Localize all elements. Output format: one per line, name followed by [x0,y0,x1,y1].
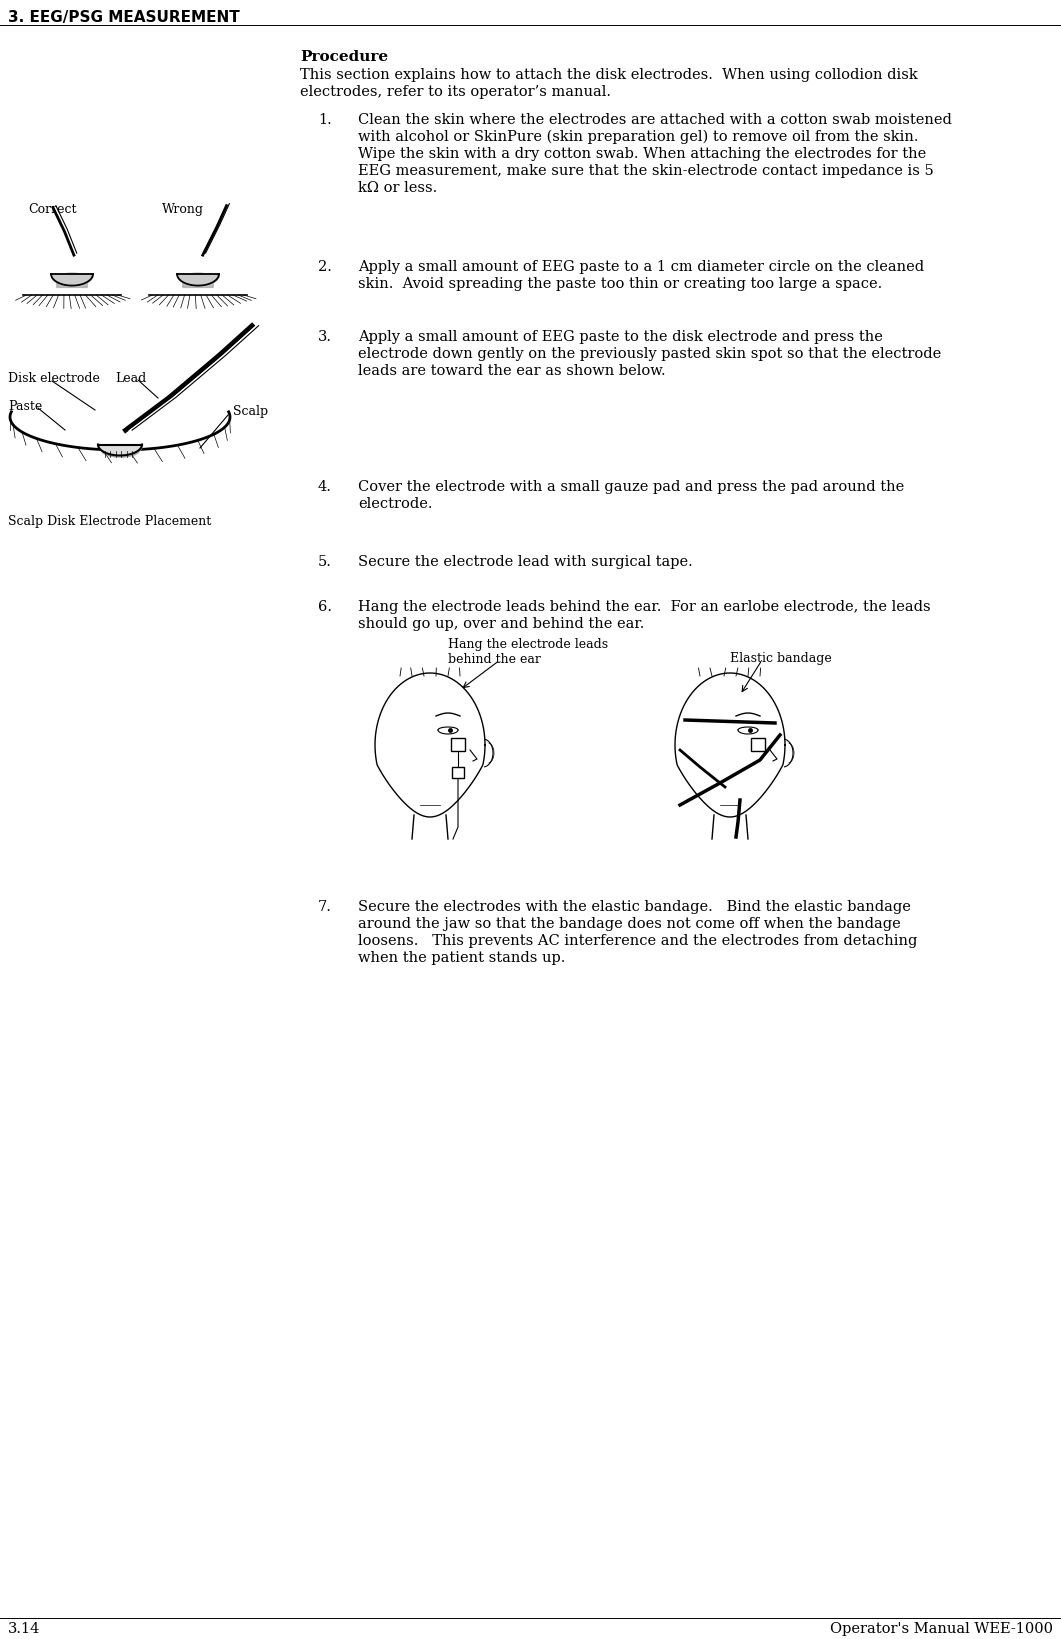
Bar [452,767,464,779]
Text: 3.: 3. [318,329,332,344]
Bar [751,738,765,751]
Text: Procedure: Procedure [300,51,388,64]
Text: when the patient stands up.: when the patient stands up. [358,951,566,965]
Text: Secure the electrodes with the elastic bandage.   Bind the elastic bandage: Secure the electrodes with the elastic b… [358,900,911,915]
Text: behind the ear: behind the ear [448,652,541,665]
Text: This section explains how to attach the disk electrodes.  When using collodion d: This section explains how to attach the … [300,67,918,82]
Text: Hang the electrode leads behind the ear.  For an earlobe electrode, the leads: Hang the electrode leads behind the ear.… [358,600,930,615]
Text: electrode down gently on the previously pasted skin spot so that the electrode: electrode down gently on the previously … [358,347,941,361]
Text: 3.14: 3.14 [8,1623,40,1636]
Text: electrode.: electrode. [358,497,433,511]
Text: 7.: 7. [318,900,332,915]
Text: Scalp: Scalp [233,405,268,418]
Text: should go up, over and behind the ear.: should go up, over and behind the ear. [358,616,644,631]
Text: 3. EEG/PSG MEASUREMENT: 3. EEG/PSG MEASUREMENT [8,10,240,25]
Text: Clean the skin where the electrodes are attached with a cotton swab moistened: Clean the skin where the electrodes are … [358,113,952,126]
Polygon shape [182,274,213,287]
Text: Apply a small amount of EEG paste to a 1 cm diameter circle on the cleaned: Apply a small amount of EEG paste to a 1… [358,261,924,274]
Text: Wrong: Wrong [162,203,204,216]
Text: leads are toward the ear as shown below.: leads are toward the ear as shown below. [358,364,665,379]
Text: kΩ or less.: kΩ or less. [358,180,437,195]
Text: 5.: 5. [318,556,332,569]
Text: Apply a small amount of EEG paste to the disk electrode and press the: Apply a small amount of EEG paste to the… [358,329,883,344]
Text: around the jaw so that the bandage does not come off when the bandage: around the jaw so that the bandage does … [358,916,901,931]
Text: Paste: Paste [8,400,42,413]
Text: Hang the electrode leads: Hang the electrode leads [448,638,608,651]
Text: 6.: 6. [318,600,332,615]
Text: Disk electrode: Disk electrode [8,372,100,385]
Text: Operator's Manual WEE-1000: Operator's Manual WEE-1000 [830,1623,1053,1636]
Text: EEG measurement, make sure that the skin-electrode contact impedance is 5: EEG measurement, make sure that the skin… [358,164,934,179]
Text: Secure the electrode lead with surgical tape.: Secure the electrode lead with surgical … [358,556,693,569]
Text: Elastic bandage: Elastic bandage [730,652,832,665]
Text: 1.: 1. [318,113,332,126]
Text: loosens.   This prevents AC interference and the electrodes from detaching: loosens. This prevents AC interference a… [358,934,918,947]
Text: Cover the electrode with a small gauze pad and press the pad around the: Cover the electrode with a small gauze p… [358,480,904,493]
Bar [451,738,465,751]
Text: with alcohol or SkinPure (skin preparation gel) to remove oil from the skin.: with alcohol or SkinPure (skin preparati… [358,129,919,144]
Text: 2.: 2. [318,261,332,274]
Text: Correct: Correct [28,203,76,216]
Text: 4.: 4. [318,480,332,493]
Text: Lead: Lead [115,372,146,385]
Text: electrodes, refer to its operator’s manual.: electrodes, refer to its operator’s manu… [300,85,611,98]
Text: Scalp Disk Electrode Placement: Scalp Disk Electrode Placement [8,515,211,528]
Text: skin.  Avoid spreading the paste too thin or creating too large a space.: skin. Avoid spreading the paste too thin… [358,277,883,292]
Text: Wipe the skin with a dry cotton swab. When attaching the electrodes for the: Wipe the skin with a dry cotton swab. Wh… [358,148,926,161]
Polygon shape [57,274,87,287]
